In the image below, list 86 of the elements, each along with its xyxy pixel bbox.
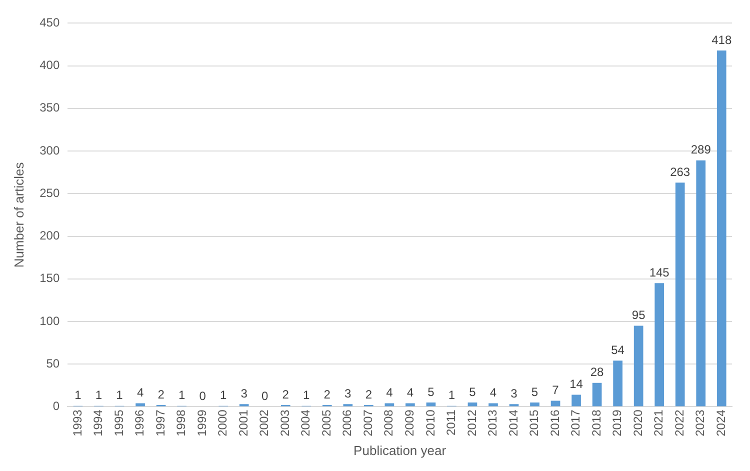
y-tick-label: 0 (52, 399, 60, 414)
data-label: 3 (344, 386, 352, 400)
y-axis-title: Number of articles (11, 162, 26, 268)
bar (716, 50, 726, 406)
data-label: 4 (406, 386, 414, 400)
data-label: 3 (240, 386, 248, 400)
data-label: 1 (178, 388, 186, 402)
data-label: 1 (303, 388, 310, 402)
x-tick-label: 2018 (589, 409, 604, 436)
x-tick-label: 1999 (194, 409, 209, 436)
y-tick-label: 100 (40, 314, 60, 328)
data-label: 1 (116, 388, 124, 402)
bar (530, 402, 540, 406)
data-label: 28 (590, 365, 604, 380)
bar (696, 160, 706, 406)
x-tick-label: 1996 (132, 409, 147, 436)
y-tick-label: 50 (46, 356, 60, 370)
data-label: 1 (220, 388, 227, 402)
x-tick-label: 2019 (610, 409, 624, 436)
data-label: 4 (490, 386, 497, 400)
bar (572, 394, 581, 406)
data-label: 2 (158, 387, 165, 402)
data-label: 4 (136, 386, 144, 400)
data-label: 1 (448, 388, 456, 402)
x-tick-label: 1998 (174, 409, 188, 436)
x-axis-title: Publication year (354, 442, 447, 458)
x-tick-label: 2002 (257, 409, 272, 436)
data-label: 145 (649, 265, 670, 280)
data-label: 0 (199, 389, 206, 404)
x-tick-label: 2015 (527, 409, 542, 436)
x-tick-label: 2020 (630, 409, 645, 436)
data-label: 5 (531, 384, 538, 399)
x-tick-label: 2010 (423, 409, 438, 436)
x-tick-label: 2009 (402, 409, 417, 436)
data-label: 1 (95, 388, 102, 402)
y-tick-label: 350 (40, 100, 60, 115)
bar (550, 400, 560, 406)
x-tick-label: 2014 (506, 409, 520, 436)
data-label: 3 (510, 386, 518, 400)
x-tick-label: 2024 (714, 409, 728, 436)
x-tick-label: 2011 (444, 409, 458, 436)
y-tick-label: 200 (40, 228, 60, 243)
y-tick-label: 450 (40, 16, 60, 30)
x-tick-label: 2008 (382, 409, 396, 436)
x-tick-label: 1995 (112, 409, 126, 436)
data-label: 4 (386, 386, 394, 400)
x-tick-label: 2016 (548, 409, 562, 436)
data-label: 263 (670, 164, 690, 179)
bar (634, 326, 644, 406)
data-label: 5 (428, 384, 435, 399)
y-tick-label: 300 (40, 143, 60, 158)
x-tick-label: 1994 (91, 409, 106, 436)
x-tick-label: 2012 (464, 409, 479, 436)
x-tick-label: 2004 (298, 409, 313, 436)
x-tick-label: 2000 (216, 409, 230, 436)
data-label: 95 (632, 308, 646, 322)
x-tick-label: 2022 (672, 409, 686, 436)
x-tick-label: 2017 (568, 409, 583, 436)
data-label: 7 (552, 383, 560, 398)
y-tick-label: 150 (40, 271, 60, 286)
y-tick-label: 250 (40, 186, 60, 200)
bar (592, 382, 602, 406)
data-label: 2 (282, 387, 290, 402)
data-label: 5 (469, 384, 476, 399)
data-label: 54 (611, 342, 625, 357)
x-tick-label: 2013 (486, 409, 500, 436)
x-tick-label: 1993 (70, 409, 84, 436)
data-label: 14 (570, 377, 584, 392)
data-label: 2 (365, 387, 372, 402)
data-label: 289 (690, 142, 712, 157)
x-tick-label: 2023 (693, 409, 708, 436)
x-tick-label: 2005 (319, 409, 334, 436)
bar (613, 360, 622, 406)
bar (675, 182, 685, 406)
data-label: 1 (74, 388, 82, 402)
data-label: 0 (262, 389, 269, 404)
x-tick-label: 2007 (360, 409, 375, 436)
x-tick-label: 2006 (340, 409, 354, 436)
bar (654, 283, 664, 406)
x-tick-label: 2001 (236, 409, 250, 436)
data-label: 418 (712, 32, 732, 47)
data-label: 2 (324, 387, 331, 402)
y-tick-label: 400 (40, 58, 60, 72)
x-tick-label: 1997 (153, 409, 168, 436)
x-tick-label: 2003 (278, 409, 292, 436)
x-tick-label: 2021 (652, 409, 666, 436)
